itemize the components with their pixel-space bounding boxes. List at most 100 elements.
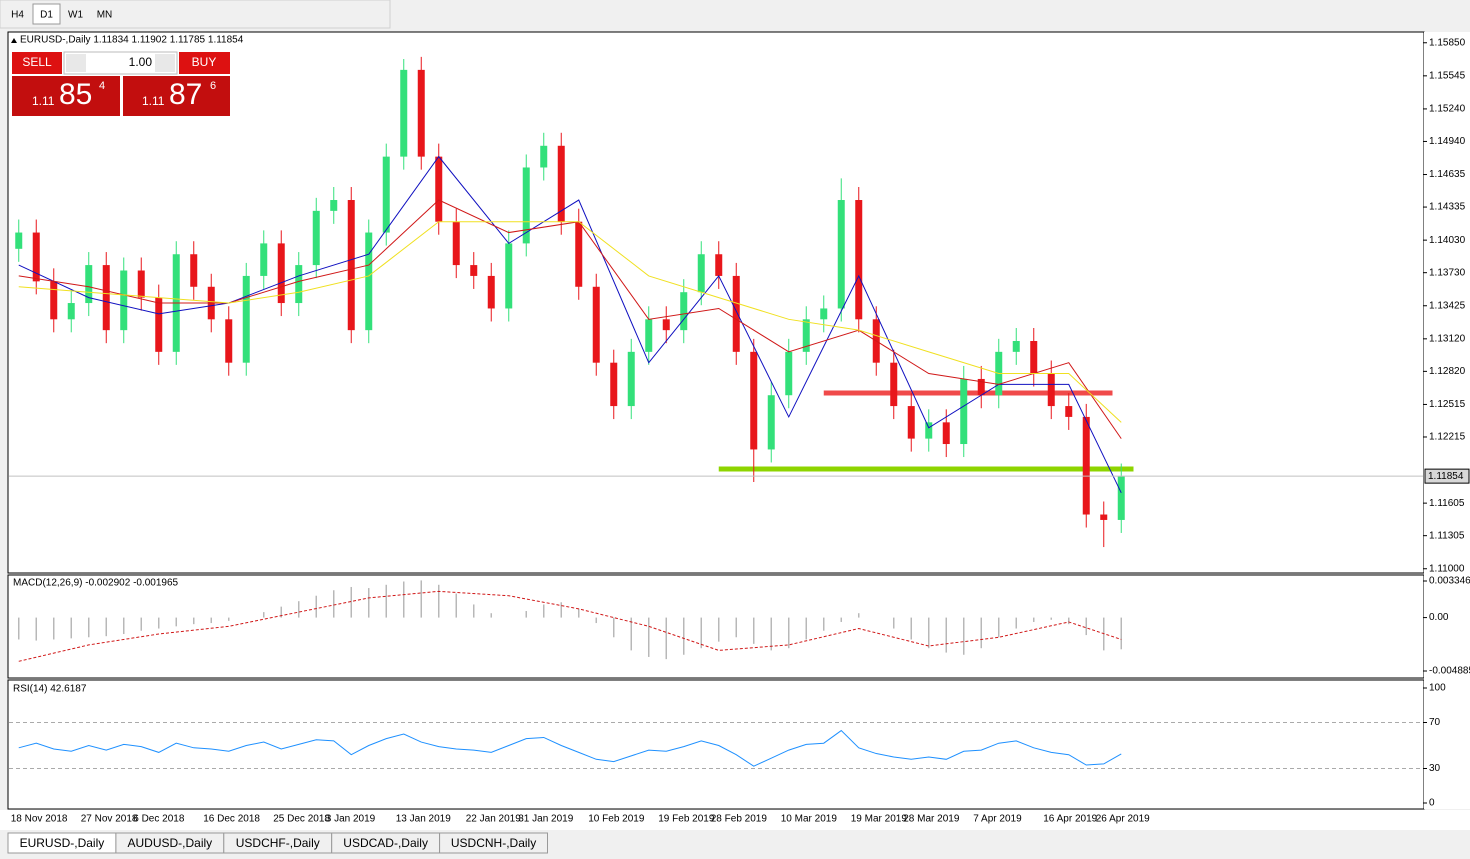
sell-button[interactable] xyxy=(12,52,62,74)
y-tick-label: 70 xyxy=(1429,717,1441,728)
chart-title: EURUSD-,Daily 1.11834 1.11902 1.11785 1.… xyxy=(20,35,244,46)
candle-body xyxy=(767,395,775,450)
candle-body xyxy=(732,275,740,352)
candle-body xyxy=(680,292,688,331)
timeframe-button[interactable] xyxy=(91,4,118,24)
lot-up[interactable] xyxy=(155,54,175,72)
candle-body xyxy=(32,232,40,282)
collapse-icon[interactable] xyxy=(11,38,17,43)
x-tick-label: 22 Jan 2019 xyxy=(466,814,521,825)
candle-body xyxy=(487,275,495,309)
candle-body xyxy=(522,167,530,244)
x-tick-label: 28 Feb 2019 xyxy=(711,814,768,825)
x-tick-label: 26 Apr 2019 xyxy=(1096,814,1150,825)
tab-label: USDCHF-,Daily xyxy=(236,836,320,850)
y-tick-label: 0 xyxy=(1429,798,1435,809)
y-tick-label: 0.00 xyxy=(1429,612,1449,623)
candle-body xyxy=(575,221,583,287)
candle-body xyxy=(347,200,355,331)
candle-body xyxy=(960,378,968,445)
moving-average xyxy=(18,221,1122,423)
candle-body xyxy=(942,422,950,445)
y-tick-label: -0.004885 xyxy=(1429,666,1470,677)
bid-small: 4 xyxy=(99,80,105,92)
macd-panel xyxy=(7,574,1425,679)
y-tick-label: 30 xyxy=(1429,763,1441,774)
candle-body xyxy=(785,351,793,396)
candle-body xyxy=(1082,416,1090,515)
candle-body xyxy=(67,303,75,320)
timeframe-label: H4 xyxy=(11,10,24,21)
timeframe-button[interactable] xyxy=(4,4,31,24)
candle-body xyxy=(750,351,758,450)
y-tick-label: 100 xyxy=(1429,683,1446,694)
lot-input[interactable] xyxy=(63,51,178,75)
y-tick-label: 1.13425 xyxy=(1429,300,1466,311)
candle-body xyxy=(155,297,163,352)
rsi-title: RSI(14) 42.6187 xyxy=(13,684,87,695)
y-tick-label: 1.13120 xyxy=(1429,333,1466,344)
last-price-label: 1.11854 xyxy=(1428,471,1464,482)
candle-body xyxy=(907,406,915,439)
x-tick-label: 3 Jan 2019 xyxy=(326,814,376,825)
moving-average xyxy=(18,155,1122,494)
y-tick-label: 1.14635 xyxy=(1429,169,1466,180)
tab-label: EURUSD-,Daily xyxy=(20,836,105,850)
candle-body xyxy=(627,351,635,407)
candle-body xyxy=(1047,373,1055,407)
candle-body xyxy=(120,270,128,331)
candle-body xyxy=(1100,514,1108,520)
x-tick-label: 16 Apr 2019 xyxy=(1043,814,1097,825)
timeframe-label: D1 xyxy=(40,10,53,21)
symbol-tab[interactable] xyxy=(439,832,549,854)
candle-body xyxy=(540,145,548,168)
y-tick-label: 0.003346 xyxy=(1429,576,1470,587)
candle-body xyxy=(137,270,145,298)
candle-body xyxy=(557,145,565,222)
tab-label: USDCNH-,Daily xyxy=(451,836,536,850)
candle-body xyxy=(925,422,933,439)
candle-body xyxy=(592,286,600,363)
price-axis xyxy=(1424,32,1470,809)
candle-body xyxy=(855,200,863,320)
macd-title: MACD(12,26,9) -0.002902 -0.001965 xyxy=(13,578,179,589)
bid-box[interactable] xyxy=(12,76,120,116)
y-tick-label: 1.14030 xyxy=(1429,235,1466,246)
x-tick-label: 10 Mar 2019 xyxy=(781,814,838,825)
signal-line xyxy=(18,590,1122,662)
x-tick-label: 6 Dec 2018 xyxy=(133,814,185,825)
bid-prefix: 1.11 xyxy=(32,94,55,108)
candle-body xyxy=(417,69,425,157)
y-tick-label: 1.12820 xyxy=(1429,366,1466,377)
x-tick-label: 13 Jan 2019 xyxy=(396,814,451,825)
candle-body xyxy=(365,232,373,331)
candle-body xyxy=(277,243,285,304)
candle-body xyxy=(260,243,268,276)
rsi-line xyxy=(18,729,1122,767)
ask-box[interactable] xyxy=(123,76,230,116)
timeframe-button[interactable] xyxy=(32,3,61,25)
x-tick-label: 31 Jan 2019 xyxy=(518,814,573,825)
candle-body xyxy=(242,275,250,363)
y-tick-label: 1.11000 xyxy=(1429,563,1465,574)
candle-body xyxy=(610,362,618,407)
ask-small: 6 xyxy=(210,80,216,92)
candle-body xyxy=(1065,406,1073,417)
sell-label: SELL xyxy=(22,55,52,69)
timeframe-button[interactable] xyxy=(62,4,89,24)
candle-body xyxy=(400,69,408,157)
last-price-box xyxy=(1424,468,1470,484)
lot-down[interactable] xyxy=(66,54,86,72)
candle-body xyxy=(820,308,828,320)
x-tick-label: 16 Dec 2018 xyxy=(203,814,260,825)
y-tick-label: 1.15240 xyxy=(1429,104,1466,115)
y-tick-label: 1.11305 xyxy=(1429,530,1465,541)
y-tick-label: 1.15545 xyxy=(1429,70,1466,81)
candle-body xyxy=(330,200,338,211)
candle-body xyxy=(15,232,23,249)
candle-body xyxy=(295,265,303,304)
buy-button[interactable] xyxy=(179,52,230,74)
candle-body xyxy=(85,265,93,304)
